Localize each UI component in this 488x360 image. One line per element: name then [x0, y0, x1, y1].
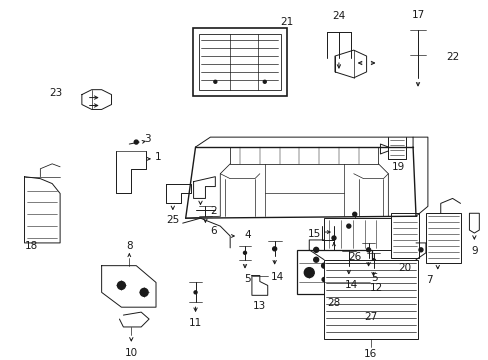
Bar	[324, 260, 417, 339]
Text: 18: 18	[25, 241, 38, 251]
Circle shape	[313, 247, 318, 252]
Text: 21: 21	[279, 17, 292, 27]
Circle shape	[346, 224, 350, 228]
Circle shape	[140, 288, 148, 296]
Circle shape	[134, 140, 138, 144]
Circle shape	[366, 248, 370, 252]
Circle shape	[322, 278, 325, 282]
Text: 22: 22	[445, 52, 458, 62]
Text: 28: 28	[326, 298, 340, 308]
Text: 14: 14	[270, 271, 284, 282]
Text: 23: 23	[49, 87, 62, 98]
Circle shape	[213, 80, 216, 83]
Circle shape	[355, 267, 365, 278]
Text: 5: 5	[244, 274, 251, 284]
Text: 8: 8	[126, 241, 132, 251]
Circle shape	[333, 263, 338, 268]
Text: 20: 20	[398, 263, 411, 273]
Text: 1: 1	[154, 152, 161, 162]
Circle shape	[371, 259, 375, 263]
Text: 4: 4	[244, 230, 251, 240]
Text: 15: 15	[307, 229, 320, 239]
Text: 12: 12	[369, 283, 382, 293]
Text: 5: 5	[370, 273, 377, 283]
Circle shape	[331, 236, 335, 240]
Circle shape	[243, 251, 246, 254]
Text: 19: 19	[391, 162, 404, 172]
Text: 10: 10	[124, 348, 138, 358]
Polygon shape	[334, 50, 366, 78]
Circle shape	[304, 267, 314, 278]
Text: 25: 25	[166, 215, 179, 225]
Text: 7: 7	[426, 275, 432, 285]
Text: 2: 2	[210, 206, 216, 216]
Text: 24: 24	[332, 10, 345, 21]
Polygon shape	[468, 213, 478, 233]
Bar	[198, 34, 280, 90]
Bar	[324, 218, 390, 250]
Circle shape	[263, 80, 265, 83]
Bar	[390, 213, 418, 258]
Circle shape	[194, 291, 197, 294]
Bar	[297, 250, 371, 294]
Text: 17: 17	[410, 9, 424, 19]
Text: 26: 26	[347, 252, 361, 262]
Text: 13: 13	[253, 301, 266, 311]
Circle shape	[418, 248, 422, 252]
Text: 14: 14	[345, 280, 358, 291]
Circle shape	[344, 263, 348, 268]
Circle shape	[321, 263, 326, 268]
Text: 3: 3	[143, 134, 150, 144]
Circle shape	[117, 282, 125, 289]
Text: 6: 6	[210, 226, 216, 236]
Text: 27: 27	[363, 312, 376, 322]
Circle shape	[333, 278, 337, 282]
Circle shape	[346, 257, 350, 261]
Bar	[425, 213, 460, 263]
Text: 16: 16	[363, 348, 376, 359]
Circle shape	[352, 212, 356, 216]
Circle shape	[313, 257, 318, 262]
Text: 9: 9	[470, 246, 477, 256]
Circle shape	[344, 278, 348, 282]
Bar	[192, 28, 286, 96]
Text: 11: 11	[188, 318, 202, 328]
Circle shape	[272, 247, 276, 251]
